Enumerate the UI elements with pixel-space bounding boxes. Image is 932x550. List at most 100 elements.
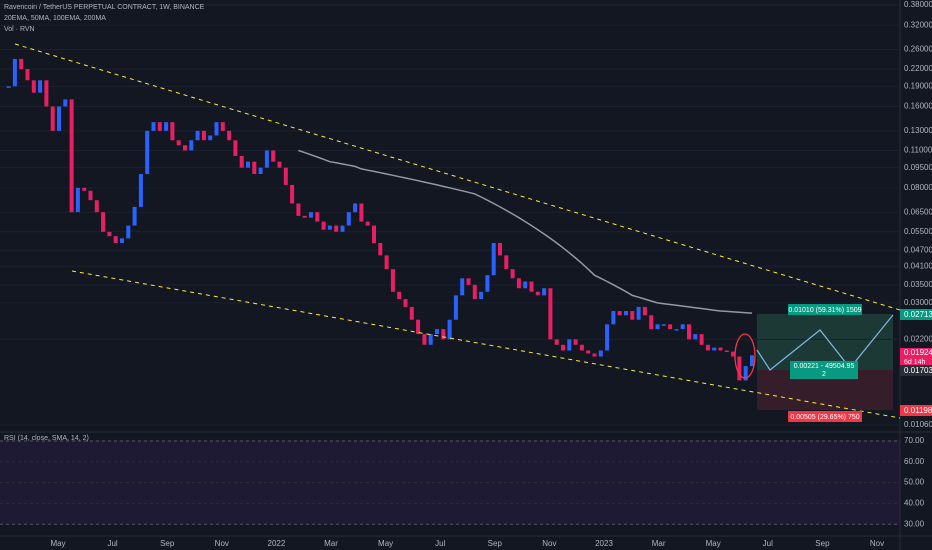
candle-body [346, 212, 351, 226]
y-tick-label: 0.22000 [904, 64, 932, 73]
candle-body [479, 291, 484, 300]
candle-body [649, 315, 654, 330]
y-tick-label: 0.08000 [904, 183, 932, 192]
rsi-tick-label: 40.00 [904, 499, 925, 508]
tag-target-box [900, 309, 932, 320]
y-tick-label: 0.01060 [904, 420, 932, 429]
center-sub: 2 [822, 371, 826, 378]
candle-body [107, 231, 112, 237]
candle-body [170, 122, 175, 141]
tag-last: 0.01924 [904, 348, 932, 357]
candle-body [592, 353, 597, 357]
candle-body [705, 344, 710, 351]
candle-body [611, 311, 616, 325]
candle-body [655, 324, 660, 330]
candle-body [239, 155, 244, 168]
volume-legend: Vol · RVN [4, 26, 35, 33]
candle-body [680, 324, 685, 330]
candle-body [50, 106, 55, 131]
y-tick-label: 0.38000 [904, 0, 932, 9]
candle-body [220, 122, 225, 131]
target-box [788, 304, 862, 315]
candle-body [201, 130, 206, 141]
y-tick-label: 0.06500 [904, 207, 932, 216]
tag-entry-box [900, 365, 932, 376]
indicator-legend: 20EMA, 50MA, 100EMA, 200MA [4, 15, 106, 22]
stop-label: 0.00505 (29.65%) 750 [790, 414, 859, 421]
candle-body [101, 212, 106, 232]
candle-body [397, 291, 402, 300]
y-tick-label: 0.02200 [904, 334, 932, 343]
candle-body [183, 145, 187, 151]
candle-body [82, 187, 87, 191]
tag-countdown: 6d 14h [904, 359, 926, 366]
candle-body [57, 106, 61, 131]
stop-box [788, 411, 862, 422]
candle-body [372, 225, 376, 243]
candle-body [453, 295, 458, 320]
moving-average [298, 149, 753, 314]
y-tick-label: 0.03500 [904, 280, 932, 289]
y-tick-label: 0.11000 [904, 146, 932, 155]
candle-body [283, 167, 288, 185]
x-tick-label: Sep [488, 539, 503, 548]
candle-body [674, 329, 679, 331]
x-tick-label: 2023 [595, 539, 613, 548]
candle-body [472, 284, 477, 300]
candle-body [214, 122, 219, 136]
candle-body [145, 130, 150, 175]
candle-body [132, 206, 137, 226]
candle-body [327, 225, 332, 230]
candle-body [617, 311, 622, 316]
y-tick-label: 0.19000 [904, 81, 932, 90]
candle-body [12, 58, 17, 87]
candle-body [724, 350, 729, 353]
candle-body [529, 281, 534, 292]
candle-body [737, 356, 742, 381]
candle-body [69, 99, 74, 213]
x-tick-label: Sep [815, 539, 830, 548]
y-tick-label: 0.26000 [904, 45, 932, 54]
x-tick-label: 2022 [268, 539, 286, 548]
x-tick-label: Mar [652, 539, 666, 548]
candle-body [642, 306, 647, 316]
candle-body [447, 319, 452, 340]
x-tick-label: Mar [324, 539, 338, 548]
candle-body [567, 339, 572, 351]
candle-body [195, 130, 200, 141]
candle-body [586, 350, 591, 354]
candle-body [416, 319, 421, 335]
candle-body [510, 269, 515, 279]
y-tick-label: 0.32000 [904, 20, 932, 29]
rsi-tick-label: 60.00 [904, 457, 925, 466]
y-tick-label: 0.05500 [904, 227, 932, 236]
candle-body [315, 212, 320, 222]
candle-body [233, 140, 238, 156]
candle-body [38, 80, 43, 93]
candle-body [94, 200, 99, 213]
candle-body [63, 99, 68, 107]
candle-body [290, 184, 295, 204]
x-tick-label: May [706, 539, 721, 548]
candle-body [460, 278, 465, 296]
candle-body [422, 334, 427, 345]
center-box [790, 361, 858, 379]
candle-body [264, 150, 269, 168]
candle-body [630, 311, 635, 320]
candle-body [435, 329, 439, 335]
candle-body [189, 140, 194, 151]
candle-body [31, 80, 36, 93]
candle-body [309, 212, 313, 218]
tag-stop: 0.01198 [904, 406, 932, 415]
x-tick-label: Jul [107, 539, 117, 548]
x-tick-label: Jul [435, 539, 445, 548]
x-tick-label: Nov [870, 539, 884, 548]
candle-body [409, 306, 414, 320]
candle-body [498, 242, 502, 256]
candle-body [750, 355, 754, 367]
candle-body [699, 334, 704, 345]
candle-body [164, 122, 169, 131]
candle-body [44, 80, 49, 107]
candle-body [271, 150, 276, 162]
